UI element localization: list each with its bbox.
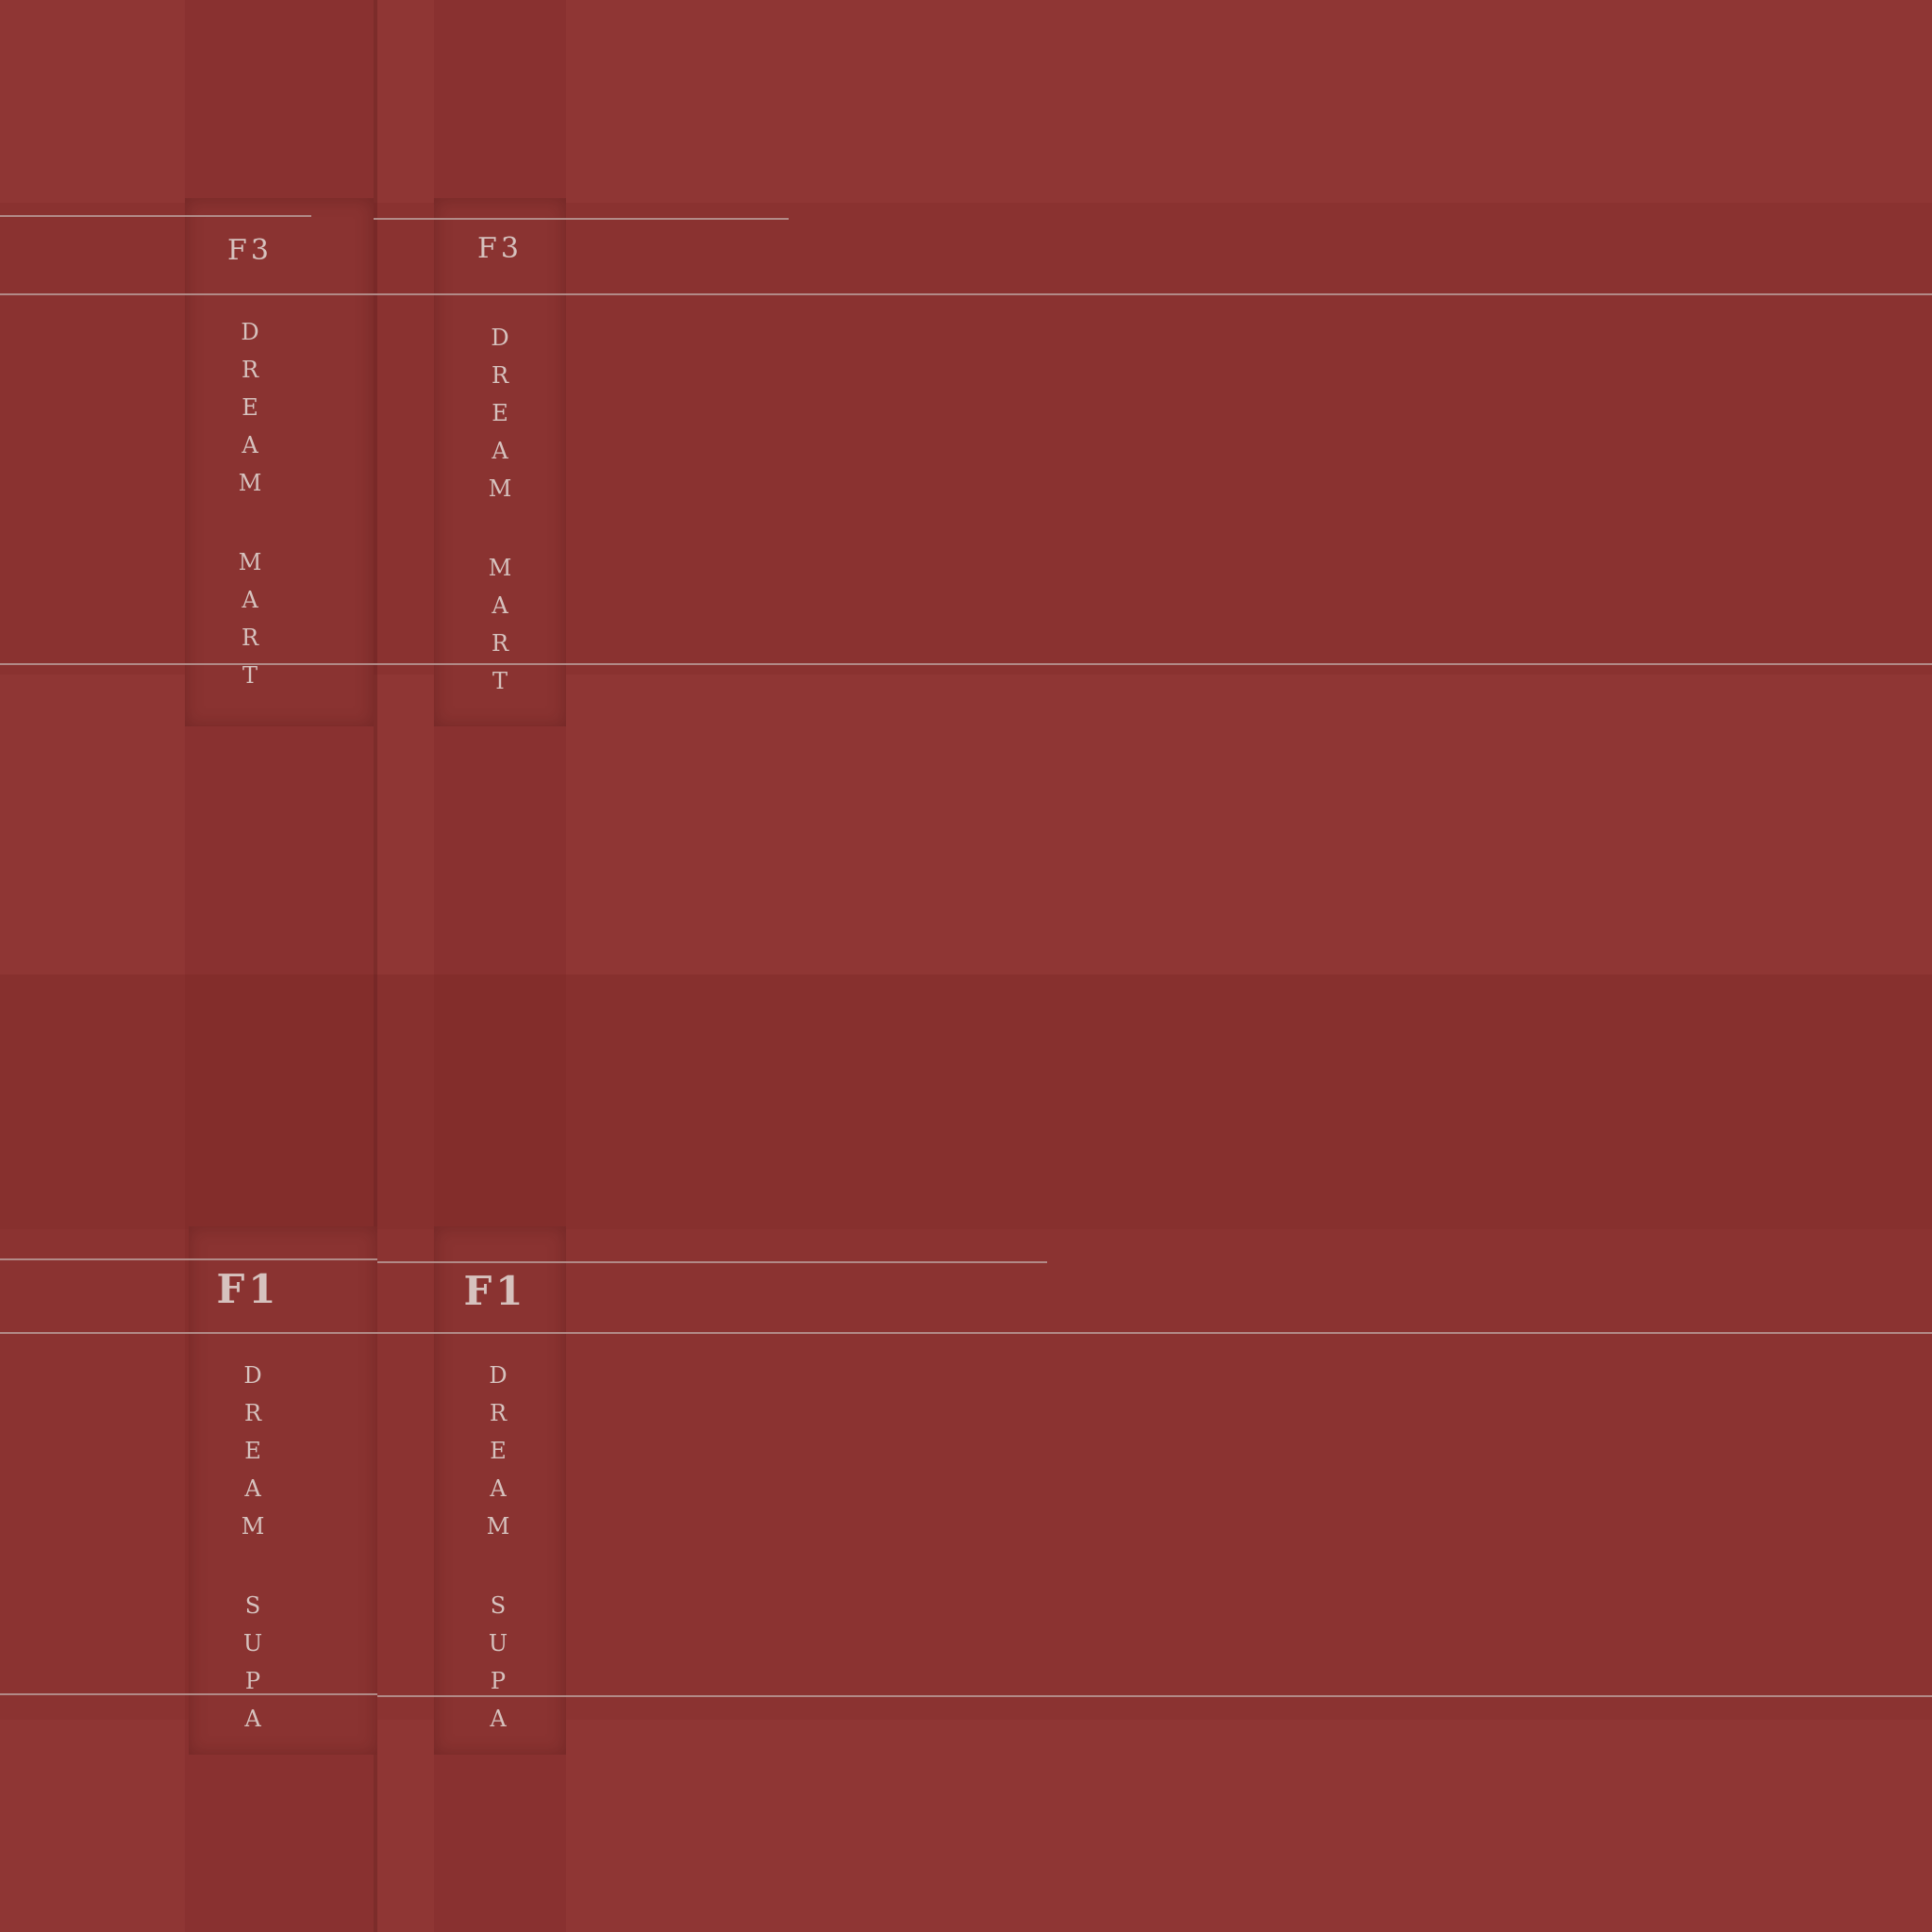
store-name-line1: DREAM bbox=[240, 1362, 266, 1551]
store-name-line2: SUPA bbox=[485, 1592, 511, 1743]
divider-line bbox=[0, 1258, 377, 1260]
store-name: DREAM MART bbox=[189, 319, 311, 708]
sign-panel bbox=[434, 1226, 566, 1755]
divider-line bbox=[0, 215, 311, 217]
store-name-line2: MART bbox=[487, 555, 513, 706]
sign-panel bbox=[434, 198, 566, 726]
store-name-line2: SUPA bbox=[240, 1592, 266, 1743]
store-name: DREAM SUPA bbox=[437, 1362, 559, 1751]
divider-line bbox=[374, 218, 789, 220]
store-name: DREAM SUPA bbox=[192, 1362, 314, 1751]
divider-line bbox=[0, 1693, 377, 1695]
floor-label: F3 bbox=[227, 234, 273, 267]
store-name-line2: MART bbox=[237, 549, 263, 700]
sign-panel bbox=[189, 1226, 377, 1755]
store-name: DREAM MART bbox=[439, 325, 561, 713]
store-name-line1: DREAM bbox=[237, 319, 263, 508]
floor-label: F3 bbox=[477, 232, 523, 265]
divider-line bbox=[0, 293, 1932, 295]
divider-line bbox=[0, 663, 1932, 665]
divider-line bbox=[377, 1695, 1932, 1697]
floor-label: F1 bbox=[216, 1266, 280, 1312]
floor-label: F1 bbox=[463, 1268, 527, 1314]
store-name-line1: DREAM bbox=[487, 325, 513, 513]
background-band-bottom bbox=[0, 1720, 1932, 1932]
background-band-middle bbox=[0, 974, 1932, 1229]
background-band-top bbox=[0, 0, 1932, 203]
store-name-line1: DREAM bbox=[485, 1362, 511, 1551]
sign-panel bbox=[185, 198, 374, 726]
column-divider bbox=[374, 0, 377, 1932]
divider-line bbox=[377, 1261, 1047, 1263]
divider-line bbox=[0, 1332, 1932, 1334]
